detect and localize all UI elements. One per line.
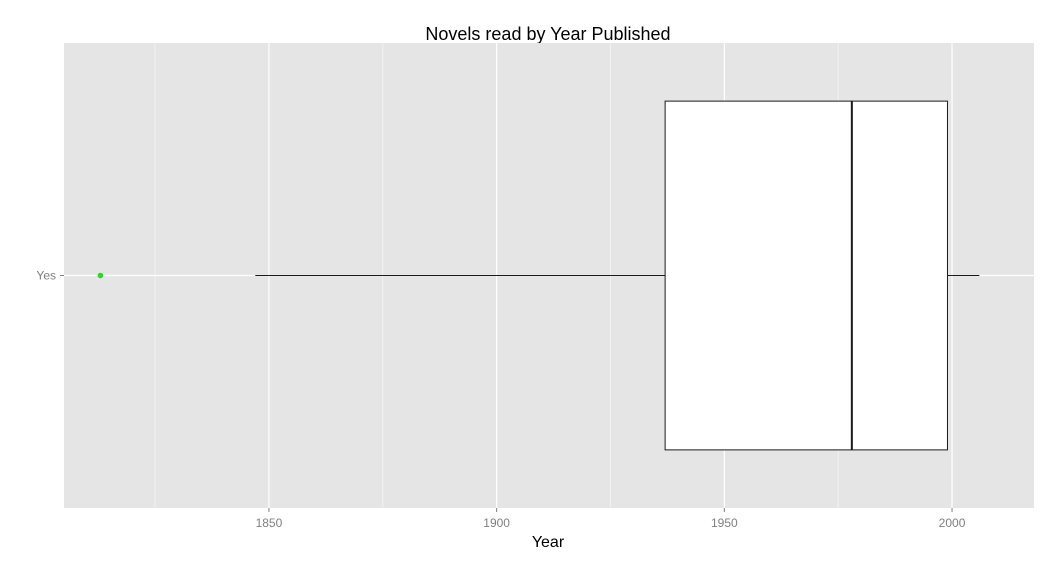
box-layer — [97, 100, 980, 451]
x-axis: 1850 1900 1950 2000 — [256, 508, 966, 530]
outlier-point — [97, 272, 104, 279]
x-tick-label: 1900 — [483, 516, 510, 530]
chart-title: Novels read by Year Published — [425, 24, 670, 44]
x-tick-label: 2000 — [939, 516, 966, 530]
x-tick-label: 1850 — [256, 516, 283, 530]
x-tick-label: 1950 — [711, 516, 738, 530]
y-axis: Yes — [36, 269, 64, 283]
box-iqr — [664, 100, 948, 451]
y-tick-label: Yes — [36, 269, 56, 283]
x-axis-label: Year — [532, 534, 565, 551]
